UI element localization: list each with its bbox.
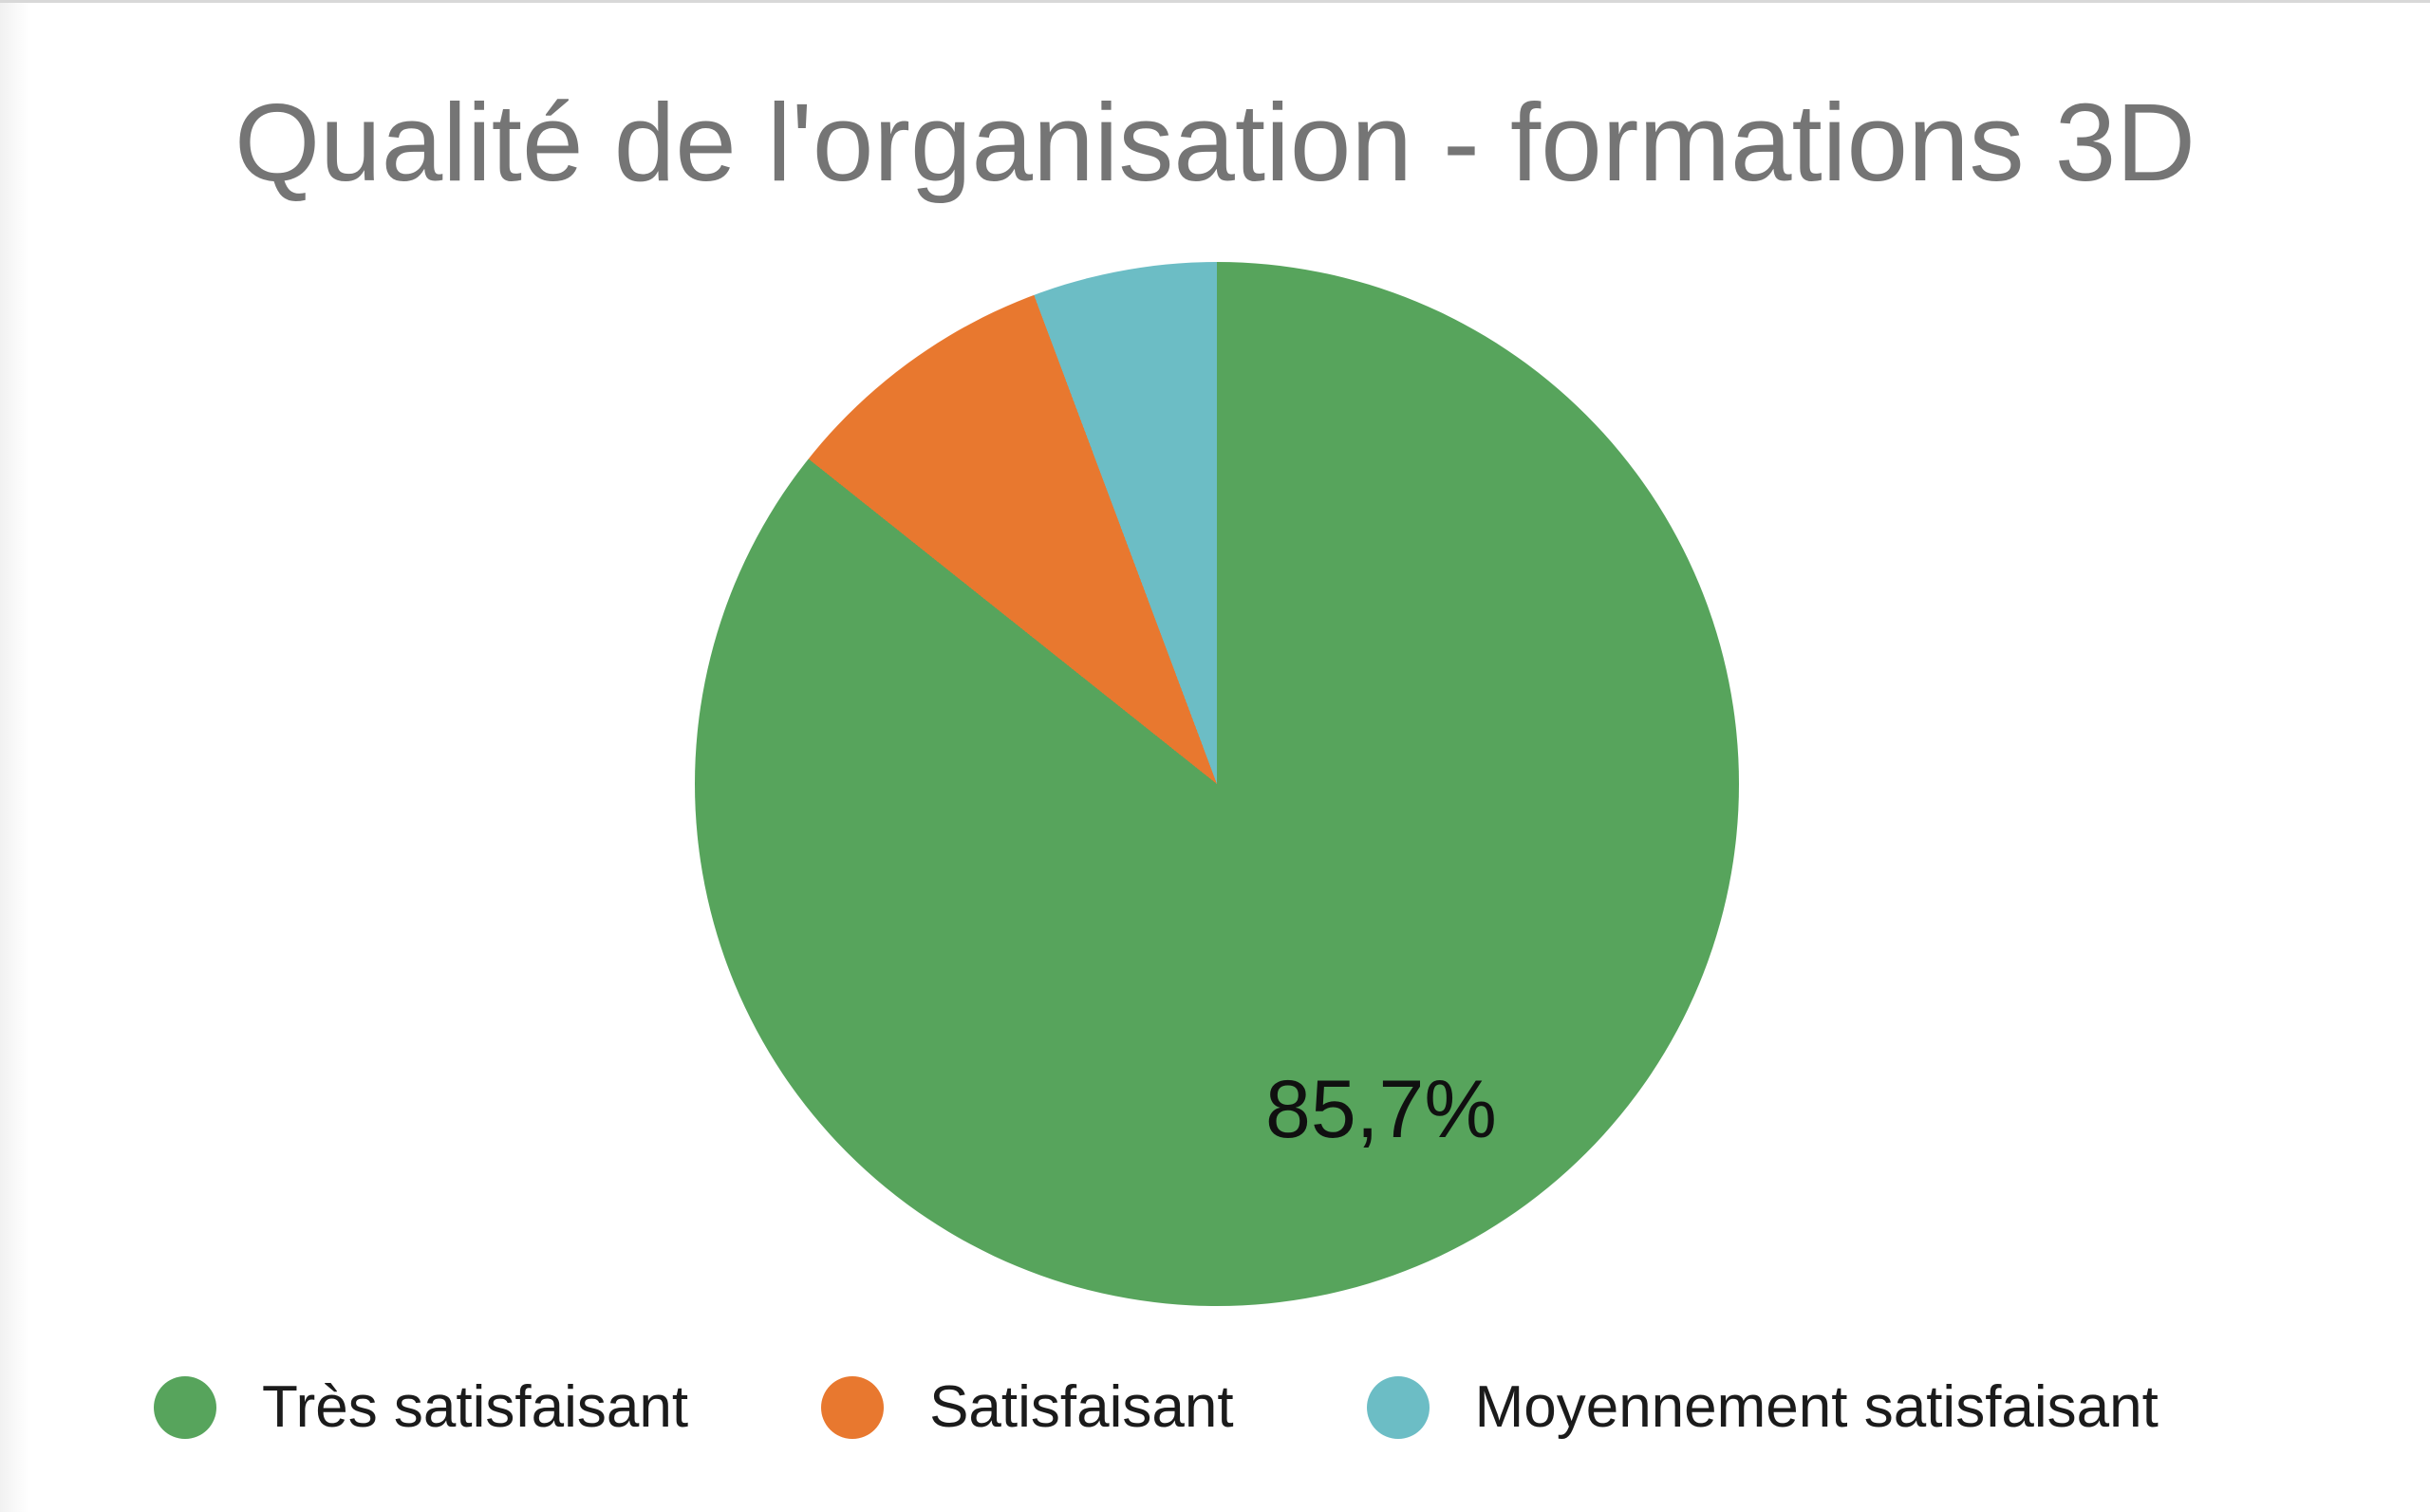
legend-item: Moyennement satisfaisant [1366,1374,2159,1440]
legend-dot-icon [821,1376,885,1439]
pie-chart[interactable] [695,262,1739,1306]
legend-dot-icon [154,1376,216,1439]
legend-item-label: Très satisfaisant [262,1374,689,1440]
legend-item: Très satisfaisant [154,1376,688,1439]
chart-title: Qualité de l'organisation - formations 3… [234,81,2196,204]
left-edge-shade [0,3,28,1512]
top-border-line [0,0,2430,3]
legend-item: Satisfaisant [821,1376,1234,1439]
legend-item-label: Satisfaisant [929,1374,1234,1440]
legend-dot-icon [1366,1376,1430,1439]
chart-legend: Très satisfaisant Satisfaisant Moyennement… [154,1376,2159,1439]
pie-slice-percent-label: 85,7% [1265,1064,1497,1155]
legend-item-label: Moyennement satisfaisant [1474,1374,2159,1440]
